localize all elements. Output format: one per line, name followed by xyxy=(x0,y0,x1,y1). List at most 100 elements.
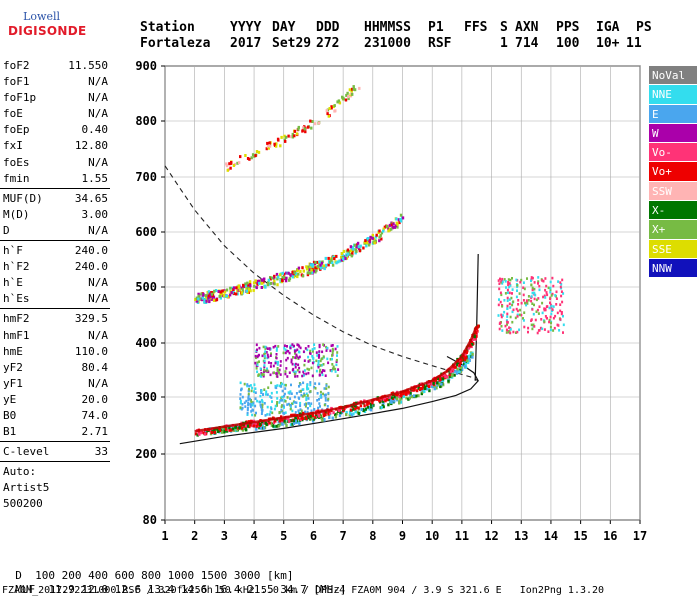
o-mode-echo xyxy=(262,421,265,425)
echo-cluster-dot xyxy=(546,293,549,297)
echo-cluster-dot xyxy=(260,391,263,394)
second-hop-echo xyxy=(323,267,326,271)
second-hop-echo xyxy=(305,265,308,269)
echo-cluster-dot xyxy=(261,405,264,409)
o-trace-line xyxy=(194,325,478,433)
header-field: PS xyxy=(636,20,652,35)
echo-cluster-dot xyxy=(280,385,283,388)
x-mode-echo xyxy=(292,422,296,425)
echo-cluster-dot xyxy=(508,326,511,329)
echo-cluster-dot xyxy=(531,286,534,290)
echo-cluster-dot xyxy=(260,371,263,375)
param-row: hmE 110.0 xyxy=(0,344,112,360)
echo-cluster-dot xyxy=(246,384,249,388)
echo-cluster-dot xyxy=(518,328,521,332)
x-mode-echo xyxy=(320,416,323,420)
second-hop-echo xyxy=(388,223,392,227)
echo-cluster-dot xyxy=(303,359,306,362)
o-mode-echo xyxy=(476,329,479,333)
x-mode-echo xyxy=(340,411,343,415)
echo-cluster-dot xyxy=(305,398,308,402)
second-hop-echo xyxy=(222,294,226,298)
echo-cluster-dot xyxy=(302,370,305,374)
header-field: Set29 xyxy=(272,36,312,51)
o-mode-echo xyxy=(337,409,341,413)
second-hop-echo xyxy=(367,243,371,247)
param-row: foE N/A xyxy=(0,106,112,122)
x-mode-echo xyxy=(369,408,373,412)
o-mode-echo xyxy=(218,427,221,431)
x-mode-echo xyxy=(396,397,399,401)
legend-item-e: E xyxy=(649,104,697,124)
echo-cluster-dot xyxy=(298,385,300,388)
echo-cluster-dot xyxy=(527,299,530,302)
second-hop-echo xyxy=(346,248,350,252)
second-hop-echo xyxy=(197,297,200,301)
y-tick-label: 80 xyxy=(143,513,157,527)
echo-cluster-dot xyxy=(530,279,532,283)
echo-cluster-dot xyxy=(311,355,314,358)
second-hop-echo xyxy=(210,291,214,295)
echo-cluster-dot xyxy=(297,363,300,367)
x-tick-label: 6 xyxy=(310,529,317,543)
second-hop-echo xyxy=(382,229,385,233)
echo-cluster-dot xyxy=(507,330,510,334)
echo-cluster-dot xyxy=(293,395,296,399)
lowell-digisonde-logo: Lowell DIGISONDE xyxy=(2,6,86,46)
y-tick-label: 400 xyxy=(135,336,157,350)
third-hop-echo xyxy=(297,127,300,131)
second-hop-echo xyxy=(210,292,214,296)
second-hop-echo xyxy=(315,260,319,264)
o-mode-echo xyxy=(459,361,462,365)
second-hop-echo xyxy=(335,261,338,265)
echo-cluster-dot xyxy=(305,392,308,396)
echo-cluster-dot xyxy=(527,295,530,298)
second-hop-echo xyxy=(245,289,248,293)
echo-cluster-dot xyxy=(511,303,514,307)
echo-cluster-dot xyxy=(261,373,264,376)
second-hop-echo xyxy=(351,245,354,249)
x-mode-echo xyxy=(241,428,245,432)
echo-cluster-dot xyxy=(511,288,514,291)
echo-cluster-dot xyxy=(298,366,301,370)
echo-cluster-dot xyxy=(259,394,262,398)
second-hop-echo xyxy=(313,269,316,273)
echo-cluster-dot xyxy=(259,403,262,407)
echo-cluster-dot xyxy=(533,291,536,295)
echo-cluster-dot xyxy=(278,411,281,415)
echo-cluster-dot xyxy=(318,353,320,357)
third-hop-echo xyxy=(358,86,361,90)
echo-cluster-dot xyxy=(313,408,316,411)
echo-cluster-dot xyxy=(537,329,540,332)
x-mode-echo xyxy=(368,405,371,409)
echo-cluster-dot xyxy=(284,383,287,387)
echo-cluster-dot xyxy=(314,382,317,385)
third-hop-echo xyxy=(325,109,328,113)
x-mode-echo xyxy=(459,366,463,370)
second-hop-echo xyxy=(331,263,335,267)
second-hop-echo xyxy=(293,271,296,275)
echo-cluster-dot xyxy=(269,354,272,357)
second-hop-echo xyxy=(341,253,344,257)
x-mode-echo xyxy=(275,424,278,428)
third-hop-echo xyxy=(284,135,288,139)
o-mode-echo xyxy=(458,363,461,367)
second-hop-echo xyxy=(357,245,360,249)
legend-item-vo-: Vo+ xyxy=(649,162,697,182)
echo-cluster-dot xyxy=(323,403,326,407)
echo-cluster-dot xyxy=(258,360,260,363)
x-mode-echo xyxy=(321,418,324,422)
x-mode-echo xyxy=(456,369,459,373)
echo-cluster-dot xyxy=(297,356,300,360)
o-mode-echo xyxy=(230,428,233,432)
echo-cluster-dot xyxy=(278,384,281,388)
x-mode-echo xyxy=(455,371,459,375)
echo-cluster-dot xyxy=(248,397,251,401)
x-mode-echo xyxy=(402,394,405,398)
echo-cluster-dot xyxy=(276,403,278,406)
o-mode-echo xyxy=(440,375,443,379)
second-hop-echo xyxy=(297,272,300,276)
echo-cluster-dot xyxy=(327,397,330,401)
x-mode-echo xyxy=(463,362,466,366)
echo-cluster-dot xyxy=(274,384,277,388)
